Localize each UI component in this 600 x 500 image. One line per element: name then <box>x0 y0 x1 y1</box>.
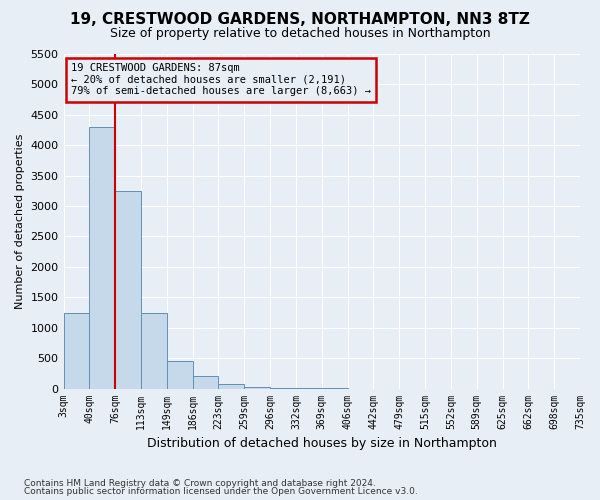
Text: 19 CRESTWOOD GARDENS: 87sqm
← 20% of detached houses are smaller (2,191)
79% of : 19 CRESTWOOD GARDENS: 87sqm ← 20% of det… <box>71 63 371 96</box>
Bar <box>218 384 244 388</box>
Bar <box>193 376 218 388</box>
Y-axis label: Number of detached properties: Number of detached properties <box>15 134 25 309</box>
Bar <box>115 191 141 388</box>
Text: Contains HM Land Registry data © Crown copyright and database right 2024.: Contains HM Land Registry data © Crown c… <box>24 478 376 488</box>
Text: 19, CRESTWOOD GARDENS, NORTHAMPTON, NN3 8TZ: 19, CRESTWOOD GARDENS, NORTHAMPTON, NN3 … <box>70 12 530 28</box>
Bar <box>89 127 115 388</box>
Text: Size of property relative to detached houses in Northampton: Size of property relative to detached ho… <box>110 28 490 40</box>
Bar <box>64 312 89 388</box>
X-axis label: Distribution of detached houses by size in Northampton: Distribution of detached houses by size … <box>147 437 497 450</box>
Bar <box>141 312 167 388</box>
Text: Contains public sector information licensed under the Open Government Licence v3: Contains public sector information licen… <box>24 487 418 496</box>
Bar <box>244 386 270 388</box>
Bar <box>167 361 193 388</box>
